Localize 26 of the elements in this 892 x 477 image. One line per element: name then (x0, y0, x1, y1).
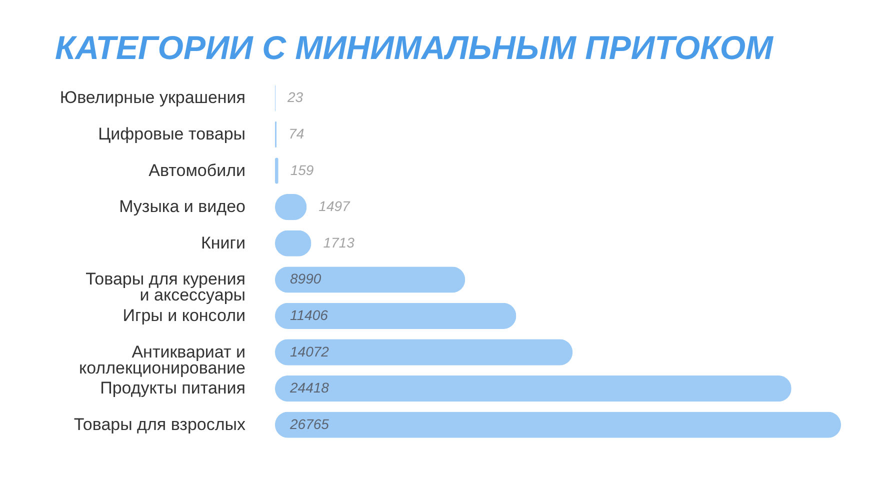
bar (275, 375, 792, 402)
data-label: 11406 (290, 306, 328, 323)
data-label: 1713 (323, 234, 355, 250)
y-tick-label: Цифровые товары (98, 124, 246, 144)
bar (275, 302, 516, 330)
data-label: 159 (290, 162, 314, 178)
y-tick-label: Продукты питания (100, 378, 246, 398)
data-label: 23 (286, 89, 304, 106)
data-label: 14072 (290, 343, 330, 360)
y-tick-label: Товары для взрослых (74, 414, 246, 434)
bar (275, 412, 841, 438)
data-label: 1497 (318, 198, 352, 214)
data-label: 24418 (289, 380, 330, 396)
chart-title: КАТЕГОРИИ С МИНИМАЛЬНЫМ ПРИТОКОМ (55, 29, 775, 66)
bar (275, 339, 573, 366)
y-tick-label: Антиквариат и коллекционирование (78, 342, 246, 378)
data-label: 8990 (290, 270, 322, 287)
data-label: 26765 (289, 416, 330, 432)
y-tick-label: Музыка и видео (119, 197, 246, 216)
bar (275, 266, 466, 293)
y-tick-label: Ювелирные украшения (60, 88, 246, 108)
data-label: 74 (288, 125, 304, 142)
y-tick-label: Игры и консоли (122, 306, 246, 325)
y-tick-label: Автомобили (148, 160, 246, 180)
y-tick-label: Товары для курения и аксессуары (86, 270, 246, 305)
y-tick-label: Книги (201, 233, 246, 252)
